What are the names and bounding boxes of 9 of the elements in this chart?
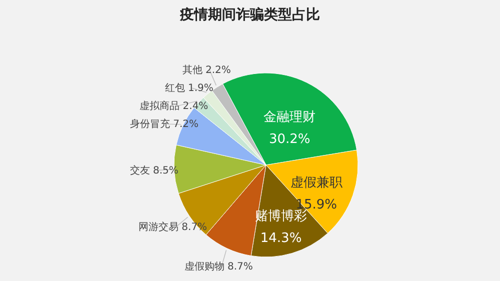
- data-label: 30.2%: [268, 132, 310, 148]
- slice-label: 红包 1.9%: [164, 82, 214, 94]
- slice-label: 虚假兼职: [290, 176, 342, 191]
- data-label: 14.3%: [260, 231, 302, 246]
- slice-label: 虚假购物 8.7%: [184, 260, 253, 272]
- slice-label: 金融理财: [264, 110, 316, 126]
- chart-title: 疫情期间诈骗类型占比: [179, 6, 320, 23]
- slice-label: 虚拟商品 2.4%: [140, 100, 208, 112]
- slice-label: 其他 2.2%: [182, 64, 231, 76]
